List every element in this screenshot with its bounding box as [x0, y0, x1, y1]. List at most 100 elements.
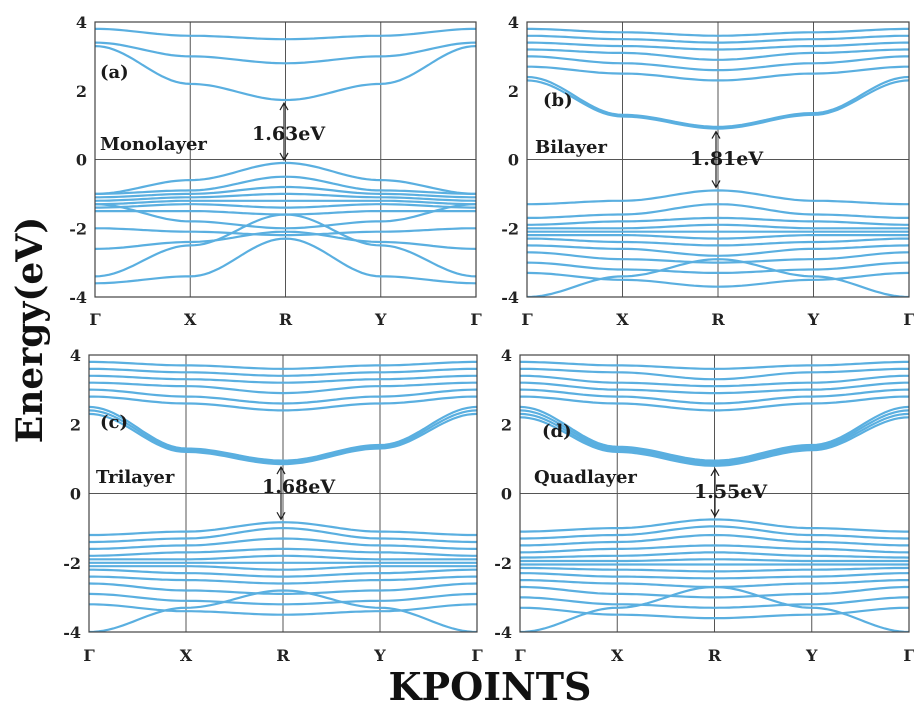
x-tick-label: X: [180, 646, 193, 665]
band-line: [520, 566, 909, 573]
y-tick-label: 2: [501, 415, 512, 434]
band-line: [527, 237, 909, 247]
band-line: [527, 244, 909, 257]
band-line: [89, 537, 477, 550]
band-line: [89, 547, 477, 557]
band-line: [89, 360, 477, 371]
x-tick-label: R: [708, 646, 722, 665]
gap-arrow-head-down: [710, 509, 720, 518]
band-line: [527, 189, 909, 206]
band-line: [95, 213, 476, 278]
x-axis-label: KPOINTS: [389, 664, 592, 704]
gap-arrow-head-down: [276, 511, 286, 521]
x-tick-label: R: [711, 310, 725, 329]
band-line: [95, 227, 476, 237]
band-line: [527, 55, 909, 72]
gap-label: 1.55eV: [694, 481, 768, 503]
panel-letter: (b): [543, 90, 573, 111]
x-tick-label: Γ: [471, 646, 483, 665]
band-line: [527, 271, 909, 288]
x-tick-label: X: [184, 310, 197, 329]
plot-frame: [94, 21, 477, 298]
band-line: [520, 572, 909, 580]
x-tick-label: Γ: [514, 646, 526, 665]
band-line: [527, 79, 909, 130]
band-line: [95, 175, 476, 195]
x-tick-label: X: [611, 646, 624, 665]
x-tick-label: X: [616, 310, 629, 329]
band-line: [527, 203, 909, 219]
panel-letter: (a): [100, 62, 129, 83]
band-line: [520, 395, 909, 412]
band-line: [89, 409, 477, 464]
x-tick-label: Y: [805, 646, 818, 665]
x-tick-label: Γ: [903, 310, 914, 329]
band-line: [520, 367, 909, 381]
band-line: [89, 526, 477, 544]
band-line: [89, 388, 477, 405]
gap-arrow-head-up: [279, 101, 289, 111]
band-line: [520, 381, 909, 395]
y-tick-label: -4: [69, 288, 87, 307]
band-line: [89, 412, 477, 466]
y-tick-label: -4: [501, 288, 519, 307]
y-tick-label: 0: [70, 485, 81, 504]
gap-arrow-head-down: [711, 180, 721, 189]
band-line: [527, 65, 909, 82]
band-line: [89, 575, 477, 585]
x-tick-label: Y: [374, 310, 387, 329]
y-tick-label: -2: [63, 554, 81, 573]
x-tick-label: R: [279, 310, 293, 329]
band-line: [89, 405, 477, 462]
y-tick-label: -2: [494, 554, 512, 573]
y-tick-label: 2: [70, 415, 81, 434]
bands-group: [95, 27, 476, 285]
bands-group: [520, 360, 909, 632]
band-line: [520, 416, 909, 467]
y-tick-label: -4: [494, 623, 512, 642]
band-line: [89, 554, 477, 561]
band-line: [95, 45, 476, 102]
gap-arrow-head-up: [276, 465, 286, 475]
y-tick-label: 2: [76, 82, 87, 101]
band-line: [527, 223, 909, 230]
band-line: [527, 75, 909, 128]
x-tick-label: Γ: [470, 310, 482, 329]
y-tick-label: 0: [508, 151, 519, 170]
layer-label: Bilayer: [535, 137, 607, 158]
band-line: [89, 374, 477, 384]
y-tick-label: 4: [76, 13, 87, 32]
layer-label: Monolayer: [100, 134, 207, 155]
band-line: [520, 551, 909, 559]
bands-group: [89, 360, 477, 632]
band-line: [527, 258, 909, 297]
band-line: [520, 409, 909, 464]
bands-group: [527, 27, 909, 297]
y-tick-label: -2: [501, 219, 519, 238]
x-tick-label: Γ: [903, 646, 914, 665]
band-line: [527, 27, 909, 37]
plot-frame: [88, 354, 478, 633]
band-line: [89, 565, 477, 571]
band-line: [520, 585, 909, 632]
x-tick-label: Y: [807, 310, 820, 329]
band-line: [520, 374, 909, 388]
band-line: [89, 589, 477, 632]
x-tick-label: Γ: [521, 310, 533, 329]
panel-letter: (c): [100, 412, 128, 433]
gap-label: 1.68eV: [262, 476, 336, 498]
gap-arrow-head-down: [279, 152, 289, 162]
band-line: [520, 405, 909, 462]
band-line: [95, 41, 476, 65]
band-line: [89, 568, 477, 578]
panel-0: 420-2-4Γ X R Y Γ(a)Monolayer 1.63eV: [69, 13, 482, 329]
layer-label: Quadlayer: [534, 467, 637, 488]
x-tick-label: Γ: [89, 310, 101, 329]
band-line: [527, 34, 909, 44]
band-line: [95, 161, 476, 195]
band-line: [520, 558, 909, 563]
y-tick-label: 0: [501, 485, 512, 504]
